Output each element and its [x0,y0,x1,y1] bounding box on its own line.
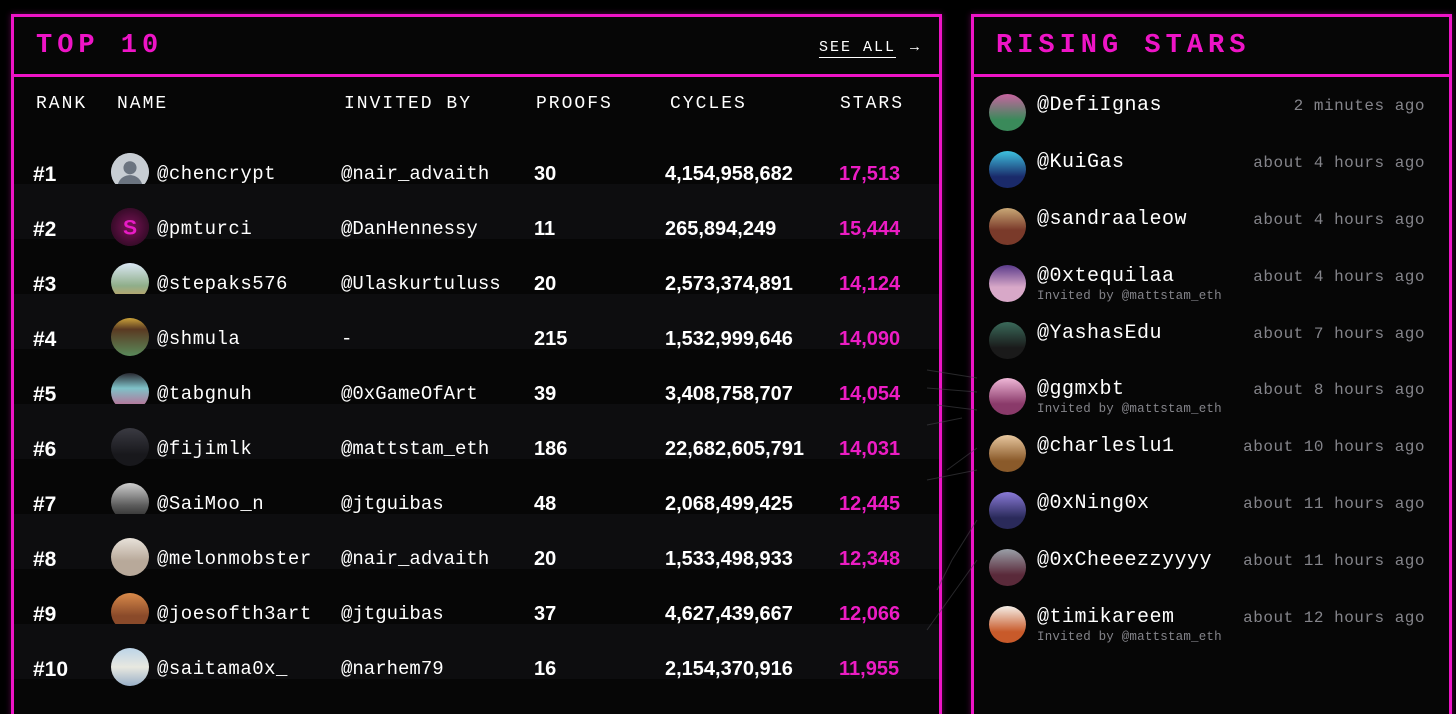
svg-text:S: S [123,216,137,239]
